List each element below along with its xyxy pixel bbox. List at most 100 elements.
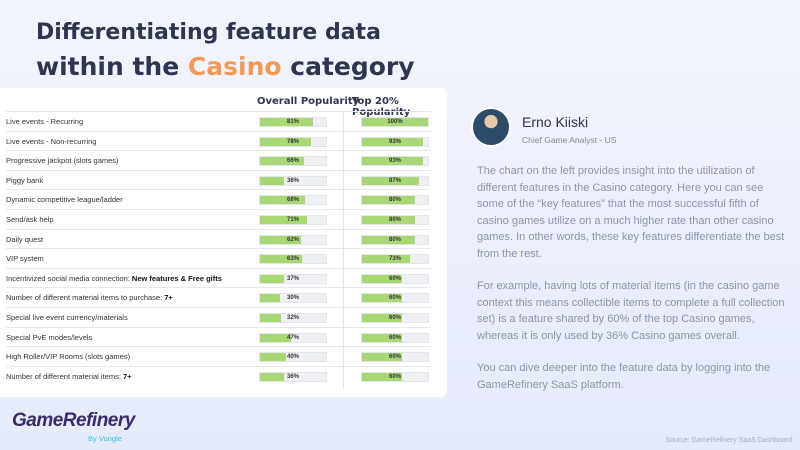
feature-label: Daily quest xyxy=(6,235,43,244)
overall-value: 81% xyxy=(286,119,299,125)
overall-fill xyxy=(260,294,280,303)
overall-bar: 68% xyxy=(259,195,327,206)
feature-label: Live events - Recurring xyxy=(6,117,83,126)
top-fill xyxy=(362,235,415,244)
overall-value: 36% xyxy=(286,177,299,184)
col-header-overall: Overall Popularity xyxy=(257,96,360,107)
overall-fill xyxy=(260,176,284,185)
top-value: 73% xyxy=(388,256,401,263)
feature-name: Special live event currency/materials xyxy=(6,313,128,322)
top-bar: 60% xyxy=(361,273,429,284)
feature-name: Progressive jackpot (slots games) xyxy=(6,156,119,166)
top-value: 93% xyxy=(388,138,401,145)
overall-fill xyxy=(260,314,282,322)
overall-fill xyxy=(260,372,284,381)
table-row: Dynamic competitive league/ladder 68% 80… xyxy=(6,189,431,209)
feature-label: Special PvE modes/levels xyxy=(6,333,92,342)
title-line-1: Differentiating feature data xyxy=(36,20,381,45)
top-value: 60% xyxy=(388,334,401,341)
table-row: Piggy bank 36% 87% xyxy=(6,169,431,190)
overall-value: 40% xyxy=(286,354,299,361)
overall-bar: 36% xyxy=(259,175,327,186)
top-bar: 80% xyxy=(361,234,429,245)
top-value: 80% xyxy=(388,217,401,223)
overall-bar: 30% xyxy=(259,293,327,304)
feature-label: Dynamic competitive league/ladder xyxy=(6,195,123,204)
overall-value: 36% xyxy=(286,373,299,380)
avatar xyxy=(471,107,511,147)
overall-bar: 81% xyxy=(259,117,327,127)
overall-bar: 47% xyxy=(259,332,327,343)
overall-fill xyxy=(260,157,304,166)
table-row: VIP system 63% 73% xyxy=(6,248,431,268)
paragraph: For example, having lots of material ite… xyxy=(477,280,785,342)
top-fill xyxy=(362,353,402,362)
top-bar: 73% xyxy=(361,254,429,265)
feature-value: New features & Free gifts xyxy=(131,273,222,283)
feature-name: Incentivized social media connection: xyxy=(6,273,132,283)
feature-label: Piggy bank xyxy=(6,176,43,185)
table-row: Live events - Non-recurring 78% 93% xyxy=(6,130,431,151)
feature-name: Number of different material items to pu… xyxy=(6,293,165,303)
overall-value: 66% xyxy=(286,158,299,165)
top-value: 80% xyxy=(388,236,401,243)
table-row: Number of different material items to pu… xyxy=(6,287,431,307)
table-row: Send/ask help 71% 80% xyxy=(6,209,431,229)
top-fill xyxy=(362,137,424,146)
table-row: Progressive jackpot (slots games) 66% 93… xyxy=(6,150,431,170)
feature-name: Piggy bank xyxy=(6,175,44,185)
feature-value: 7+ xyxy=(164,293,173,303)
overall-fill xyxy=(260,137,312,146)
overall-bar: 66% xyxy=(259,156,327,167)
title-prefix: within the xyxy=(36,52,188,81)
paragraph: The chart on the left provides insight i… xyxy=(477,165,785,260)
page-title: Differentiating feature data within the … xyxy=(36,16,415,84)
table-row: Incentivized social media connection: Ne… xyxy=(6,267,431,288)
logo-byline: By Vungle xyxy=(88,434,122,443)
feature-name: VIP system xyxy=(6,254,44,264)
top-fill xyxy=(362,176,420,185)
top-fill xyxy=(362,216,415,224)
top-bar: 87% xyxy=(361,175,429,186)
overall-value: 32% xyxy=(286,315,299,321)
overall-bar: 36% xyxy=(259,371,327,382)
feature-name: Live events - Recurring xyxy=(6,117,84,126)
col-header-top: Top 20% Popularity xyxy=(352,96,411,118)
top-bar: 60% xyxy=(361,352,429,363)
overall-value: 68% xyxy=(286,197,299,204)
table-row: High Roller/VIP Rooms (slots games) 40% … xyxy=(6,346,431,366)
top-bar: 60% xyxy=(361,313,429,323)
overall-value: 47% xyxy=(286,334,299,341)
overall-value: 30% xyxy=(286,295,299,302)
feature-label: Special live event currency/materials xyxy=(6,313,128,322)
overall-bar: 40% xyxy=(259,352,327,363)
top-fill xyxy=(362,118,428,126)
top-bar: 80% xyxy=(361,195,429,206)
feature-name: High Roller/VIP Rooms (slots games) xyxy=(6,352,131,362)
top-value: 60% xyxy=(388,354,401,361)
overall-fill xyxy=(260,274,285,283)
overall-value: 63% xyxy=(286,256,299,263)
analyst-name: Erno Kiiski xyxy=(522,114,589,130)
overall-bar: 78% xyxy=(259,136,327,147)
top-fill xyxy=(362,255,411,264)
top-value: 87% xyxy=(388,177,401,184)
table-row: Special PvE modes/levels 47% 60% xyxy=(6,326,431,347)
overall-fill xyxy=(260,118,314,126)
top-fill xyxy=(362,314,402,322)
feature-label: VIP system xyxy=(6,254,44,263)
feature-name: Send/ask help xyxy=(6,215,54,224)
feature-name: Number of different material items: xyxy=(6,371,123,381)
overall-fill xyxy=(260,235,301,244)
top-bar: 93% xyxy=(361,156,429,167)
overall-value: 78% xyxy=(286,138,299,145)
overall-bar: 71% xyxy=(259,215,327,225)
overall-value: 37% xyxy=(286,275,299,282)
overall-fill xyxy=(260,333,292,342)
top-fill xyxy=(362,196,415,205)
top-value: 93% xyxy=(388,158,401,165)
feature-label: Incentivized social media connection: Ne… xyxy=(6,274,222,283)
overall-fill xyxy=(260,255,302,264)
top-bar: 60% xyxy=(361,332,429,343)
overall-value: 71% xyxy=(286,217,299,223)
